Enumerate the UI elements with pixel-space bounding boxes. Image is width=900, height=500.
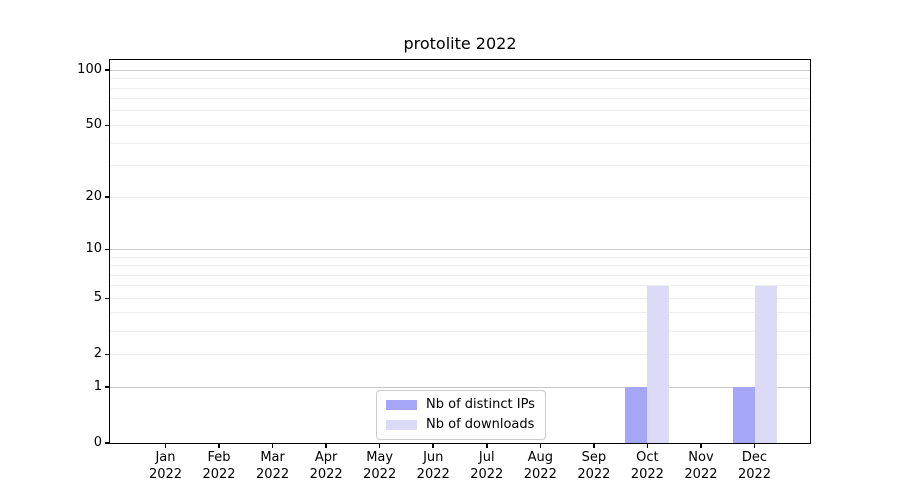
- legend-item-distinct-ips: Nb of distinct IPs: [386, 397, 535, 413]
- bar-downloads: [647, 285, 670, 443]
- y-gridline-minor: [110, 78, 810, 80]
- y-gridline-minor: [110, 98, 810, 100]
- legend-label-distinct-ips: Nb of distinct IPs: [426, 397, 535, 412]
- x-tick: [700, 443, 702, 448]
- x-tick-label: Jun 2022: [401, 449, 465, 483]
- x-tick-label-line: 2022: [148, 467, 183, 482]
- x-tick-label-line: 2022: [363, 467, 397, 482]
- x-tick-label-line: Nov: [688, 450, 714, 465]
- y-tick-label: 100: [77, 62, 102, 78]
- x-tick-label: Aug 2022: [508, 449, 572, 483]
- x-tick-label-line: 2022: [202, 467, 236, 482]
- x-tick-label-line: Jul: [478, 450, 495, 465]
- y-gridline-minor: [110, 330, 810, 332]
- x-tick: [218, 443, 220, 448]
- x-tick-label-line: 2022: [256, 467, 290, 482]
- bar-distinct-ips: [732, 387, 755, 443]
- y-tick-label: 1: [93, 379, 102, 394]
- y-tick-label: 20: [85, 189, 102, 205]
- y-gridline-minor: [110, 196, 810, 198]
- x-tick: [593, 443, 595, 448]
- y-tick: [105, 248, 110, 251]
- y-gridline-minor: [110, 353, 810, 355]
- plot-area: [110, 60, 810, 443]
- x-tick-label-line: May: [366, 450, 394, 465]
- x-tick-label-line: Mar: [260, 450, 285, 465]
- y-gridline-minor: [110, 142, 810, 144]
- y-gridline-minor: [110, 110, 810, 112]
- y-gridline-major: [110, 386, 810, 388]
- x-tick-label-line: Jun: [423, 450, 444, 465]
- x-tick-label-line: 2022: [737, 467, 772, 482]
- y-gridline-minor: [110, 274, 810, 276]
- x-tick: [753, 443, 756, 448]
- x-tick-label: Mar 2022: [241, 449, 305, 483]
- x-tick: [378, 443, 381, 448]
- y-tick: [105, 442, 110, 444]
- y-gridline-major: [110, 248, 810, 250]
- x-tick-label-line: Feb: [207, 450, 231, 465]
- x-tick-label-line: 2022: [309, 467, 343, 482]
- bar-distinct-ips: [625, 387, 648, 443]
- y-tick-label: 5: [93, 290, 102, 306]
- x-tick-label: Sep 2022: [562, 449, 626, 483]
- x-tick-label: Jul 2022: [455, 449, 519, 483]
- x-tick: [164, 443, 167, 448]
- y-tick-label: 2: [93, 346, 102, 362]
- x-tick-label-line: Dec: [741, 450, 768, 465]
- x-tick-label: May 2022: [348, 449, 412, 483]
- x-tick: [432, 443, 434, 448]
- y-gridline-minor: [110, 124, 810, 126]
- y-tick-label: 0: [93, 435, 102, 450]
- x-tick-label-line: 2022: [523, 467, 557, 482]
- x-tick-label-line: 2022: [416, 467, 450, 482]
- x-tick-label: Jan 2022: [134, 449, 198, 483]
- x-tick: [325, 443, 327, 448]
- legend-item-downloads: Nb of downloads: [386, 417, 535, 433]
- y-gridline-major: [110, 69, 810, 71]
- y-tick-label: 50: [85, 117, 102, 133]
- x-tick-label: Dec 2022: [723, 449, 787, 483]
- y-gridline-minor: [110, 297, 810, 299]
- x-tick-label-line: Oct: [636, 450, 659, 465]
- x-tick-label: Feb 2022: [187, 449, 251, 483]
- y-gridline-minor: [110, 285, 810, 287]
- y-tick: [105, 69, 110, 71]
- x-tick-label: Oct 2022: [615, 449, 679, 483]
- x-tick-label-line: Apr: [314, 450, 338, 465]
- x-tick-label-line: Jan: [155, 450, 176, 465]
- x-tick-label: Apr 2022: [294, 449, 358, 483]
- legend: Nb of distinct IPs Nb of downloads: [376, 390, 546, 440]
- x-tick-label-line: 2022: [470, 467, 504, 482]
- y-tick: [105, 196, 110, 198]
- y-gridline-minor: [110, 87, 810, 89]
- legend-swatch-distinct-ips: [386, 400, 417, 410]
- y-tick: [105, 353, 110, 355]
- bar-downloads: [754, 285, 777, 443]
- y-tick: [105, 386, 110, 388]
- x-tick-label-line: 2022: [684, 467, 718, 482]
- x-tick-label-line: Sep: [581, 450, 607, 465]
- x-tick: [271, 443, 274, 448]
- y-gridline-minor: [110, 265, 810, 266]
- y-tick: [105, 297, 110, 299]
- y-tick: [105, 124, 110, 127]
- legend-label-downloads: Nb of downloads: [426, 417, 535, 432]
- y-gridline-minor: [110, 312, 810, 314]
- chart-title: protolite 2022: [403, 34, 517, 53]
- x-tick: [646, 443, 649, 448]
- x-tick-label: Nov 2022: [669, 449, 733, 483]
- legend-swatch-downloads: [386, 420, 417, 430]
- x-tick-label-line: 2022: [630, 467, 664, 482]
- x-tick: [486, 443, 488, 448]
- y-gridline-minor: [110, 256, 810, 258]
- x-tick: [539, 443, 542, 448]
- x-tick-label-line: Aug: [527, 450, 553, 465]
- x-tick-label-line: 2022: [577, 467, 611, 482]
- y-tick-label: 10: [85, 241, 102, 257]
- y-gridline-minor: [110, 165, 810, 167]
